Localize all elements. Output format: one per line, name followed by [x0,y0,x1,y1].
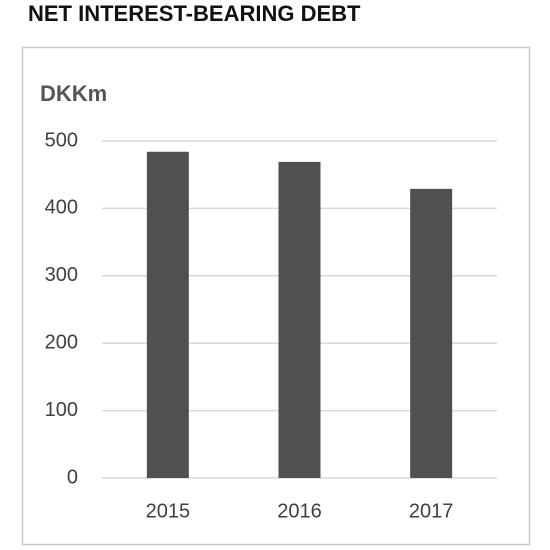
y-tick-label: 0 [67,466,78,488]
y-tick-label: 100 [45,399,78,421]
bar [146,151,189,478]
x-tick-label: 2017 [409,500,454,522]
bar [278,161,321,479]
chart-title: NET INTEREST-BEARING DEBT [28,1,361,26]
y-tick-label: 500 [45,129,78,151]
bar [410,188,453,478]
y-axis-unit: DKKm [40,81,107,106]
x-tick-label: 2016 [277,500,322,522]
x-tick-label: 2015 [146,500,191,522]
y-tick-label: 300 [45,264,78,286]
chart-frame [21,46,531,546]
y-tick-label: 200 [45,331,78,353]
y-tick-label: 400 [45,197,78,219]
